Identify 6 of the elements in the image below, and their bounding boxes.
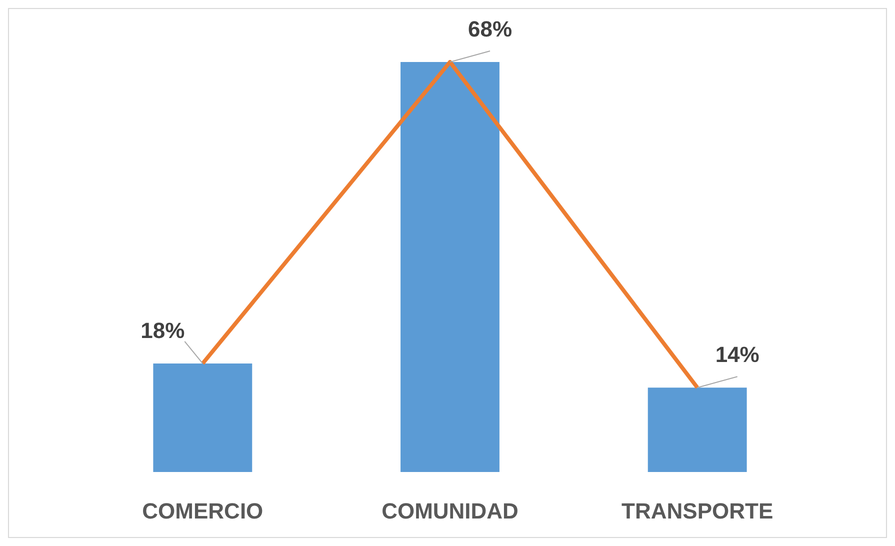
data-label: 14%	[715, 342, 760, 368]
data-label: 18%	[140, 318, 185, 343]
x-tick-label: COMERCIO	[142, 498, 264, 524]
x-tick-label: COMUNIDAD	[382, 498, 518, 524]
x-tick-label: TRANSPORTE	[622, 498, 774, 524]
data-label: 68%	[468, 16, 512, 42]
